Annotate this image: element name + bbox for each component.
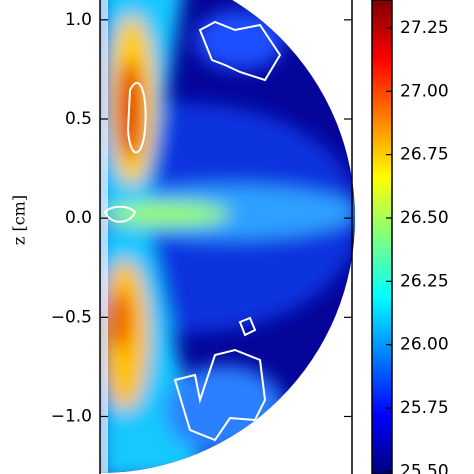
colorbar-tick-label: 27.00 xyxy=(400,81,449,101)
colorbar xyxy=(371,0,393,474)
colorbar-tick-label: 27.25 xyxy=(400,18,449,38)
colorbar-tick-label: 26.25 xyxy=(400,271,449,291)
colorbar-tick-label: 26.50 xyxy=(400,208,449,228)
colorbar-tick-label: 26.00 xyxy=(400,335,449,355)
colorbar-tick-label: 25.75 xyxy=(400,398,449,418)
y-tick-label: −0.5 xyxy=(51,307,92,327)
colorbar-tick-label: 25.50 xyxy=(400,461,449,474)
y-tick-label: 0.0 xyxy=(65,208,92,228)
heatmap xyxy=(100,0,355,473)
colorbar-tick-label: 26.75 xyxy=(400,145,449,165)
y-tick-label: 1.0 xyxy=(65,10,92,30)
y-axis-label: z [cm] xyxy=(10,195,29,245)
y-tick-label: −1.0 xyxy=(51,406,92,426)
y-tick-label: 0.5 xyxy=(65,109,92,129)
